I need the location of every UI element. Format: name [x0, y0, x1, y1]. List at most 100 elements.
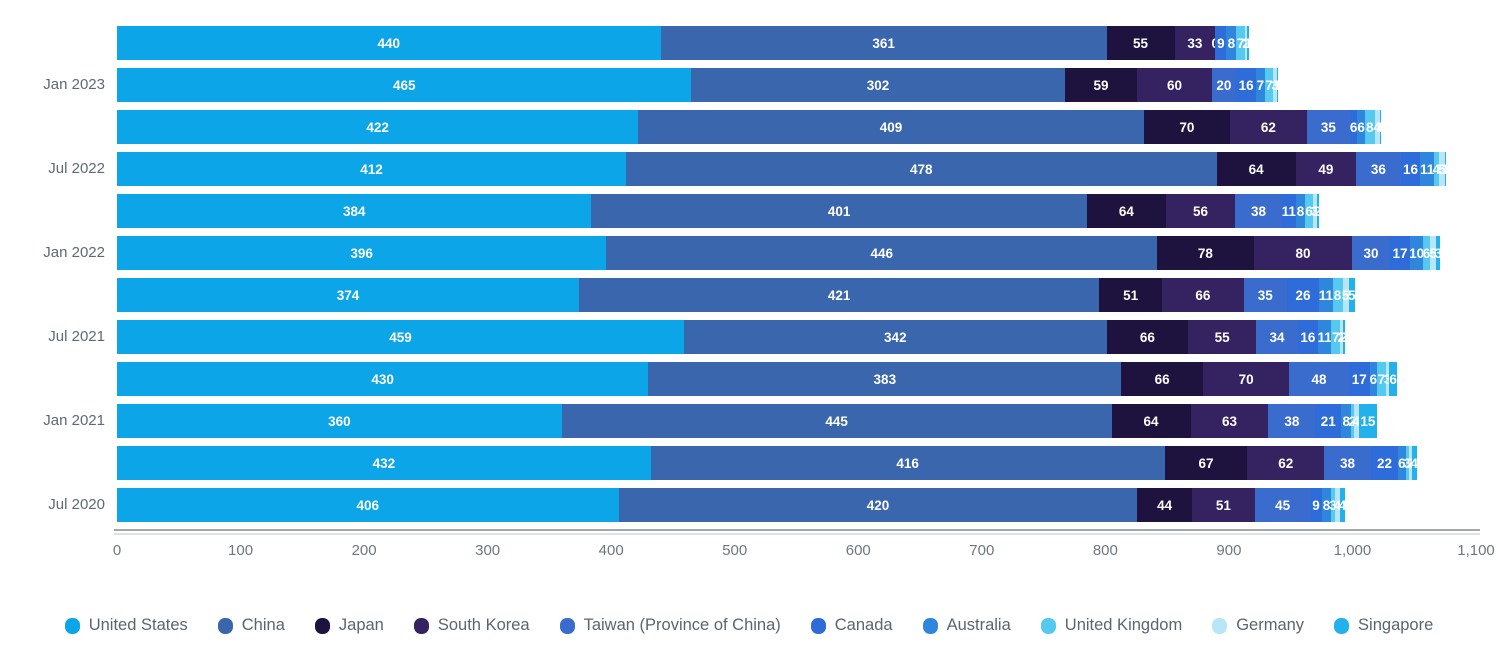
bar-segment[interactable]: 8 [1341, 404, 1352, 438]
bar-segment[interactable]: 64 [1086, 194, 1166, 228]
bar-segment[interactable]: 342 [684, 320, 1107, 354]
bar-segment[interactable]: 1 [1442, 152, 1449, 186]
bar-segment[interactable]: 465 [117, 68, 692, 102]
bar-segment[interactable]: 440 [117, 26, 661, 60]
bar-segment[interactable]: 459 [117, 320, 685, 354]
bar-segment[interactable]: 1 [1274, 68, 1281, 102]
bar-segment[interactable]: 66 [1121, 362, 1203, 396]
bar-segment[interactable]: 6 [1370, 362, 1377, 396]
bar-segment[interactable]: 66 [1106, 320, 1189, 354]
bar-segment[interactable]: 64 [1111, 404, 1191, 438]
bar-segment[interactable]: 4 [1339, 488, 1346, 522]
bar-segment[interactable]: 8 [1226, 26, 1237, 60]
bar-segment[interactable]: 9 [1215, 26, 1227, 60]
bar-segment[interactable]: 384 [117, 194, 592, 228]
bar-segment[interactable]: 11 [1282, 194, 1296, 228]
bar-segment[interactable]: 7 [1236, 26, 1245, 60]
bar-segment[interactable]: 63 [1190, 404, 1269, 438]
bar-segment[interactable]: 38 [1235, 194, 1282, 228]
legend-item[interactable]: United States [64, 616, 188, 635]
legend-item[interactable]: Taiwan (Province of China) [559, 616, 781, 635]
bar-segment[interactable]: 35 [1306, 110, 1350, 144]
bar-segment[interactable]: 62 [1247, 446, 1324, 480]
bar-segment[interactable]: 34 [1256, 320, 1299, 354]
bar-segment[interactable]: 70 [1202, 362, 1290, 396]
bar-segment[interactable]: 383 [648, 362, 1122, 396]
legend-item[interactable]: Australia [922, 616, 1011, 635]
bar-segment[interactable]: 17 [1348, 362, 1370, 396]
bar-segment[interactable]: 1 [1244, 26, 1252, 60]
bar-segment[interactable]: 6 [1350, 110, 1357, 144]
bar-segment[interactable]: 6 [1357, 110, 1365, 144]
bar-segment[interactable]: 62 [1230, 110, 1307, 144]
bar-segment[interactable]: 60 [1137, 68, 1212, 102]
bar-segment[interactable]: 59 [1064, 68, 1138, 102]
bar-segment[interactable]: 30 [1352, 236, 1390, 270]
bar-segment[interactable]: 67 [1164, 446, 1248, 480]
bar-segment[interactable]: 3 [1435, 236, 1442, 270]
bar-segment[interactable]: 432 [117, 446, 651, 480]
bar-segment[interactable]: 2 [1314, 194, 1322, 228]
bar-segment[interactable]: 78 [1157, 236, 1254, 270]
bar-segment[interactable]: 20 [1211, 68, 1237, 102]
bar-segment[interactable]: 26 [1286, 278, 1320, 312]
bar-segment[interactable]: 16 [1298, 320, 1318, 354]
bar-segment[interactable]: 4 [1410, 446, 1418, 480]
bar-segment[interactable]: 422 [117, 110, 639, 144]
legend-item[interactable]: Germany [1212, 616, 1304, 635]
bar-segment[interactable]: 8 [1364, 110, 1375, 144]
bar-segment[interactable]: 16 [1400, 152, 1421, 186]
bar-segment[interactable]: 66 [1162, 278, 1244, 312]
bar-segment[interactable]: 7 [1331, 320, 1341, 354]
bar-segment[interactable]: 11 [1317, 320, 1332, 354]
bar-segment[interactable]: 6 [1398, 446, 1406, 480]
bar-segment[interactable]: 412 [117, 152, 626, 186]
bar-segment[interactable]: 22 [1370, 446, 1399, 480]
legend-item[interactable]: Singapore [1334, 616, 1433, 635]
bar-segment[interactable]: 396 [117, 236, 607, 270]
bar-segment[interactable]: 478 [626, 152, 1217, 186]
legend-item[interactable]: Canada [810, 616, 893, 635]
bar-segment[interactable]: 11 [1420, 152, 1434, 186]
bar-segment[interactable]: 8 [1321, 488, 1332, 522]
bar-segment[interactable]: 374 [117, 278, 580, 312]
bar-segment[interactable]: 44 [1137, 488, 1192, 522]
bar-segment[interactable]: 445 [561, 404, 1112, 438]
bar-segment[interactable]: 70 [1143, 110, 1231, 144]
bar-segment[interactable]: 302 [691, 68, 1065, 102]
bar-segment[interactable]: 55 [1188, 320, 1257, 354]
bar-segment[interactable]: 36 [1356, 152, 1401, 186]
bar-segment[interactable]: 16 [1236, 68, 1257, 102]
bar-segment[interactable]: 38 [1324, 446, 1371, 480]
legend-item[interactable]: United Kingdom [1040, 616, 1182, 635]
bar-segment[interactable]: 430 [117, 362, 649, 396]
bar-segment[interactable]: 80 [1253, 236, 1353, 270]
bar-segment[interactable]: 35 [1243, 278, 1287, 312]
bar-segment[interactable]: 51 [1099, 278, 1163, 312]
bar-segment[interactable]: 5 [1348, 278, 1356, 312]
bar-segment[interactable]: 56 [1165, 194, 1236, 228]
bar-segment[interactable]: 401 [591, 194, 1087, 228]
bar-segment[interactable]: 416 [650, 446, 1165, 480]
bar-segment[interactable]: 421 [579, 278, 1100, 312]
bar-segment[interactable]: 360 [117, 404, 562, 438]
bar-segment[interactable]: 33 [1174, 26, 1216, 60]
bar-segment[interactable]: 15 [1358, 404, 1378, 438]
bar-segment[interactable]: 55 [1106, 26, 1175, 60]
legend-item[interactable]: South Korea [413, 616, 530, 635]
bar-segment[interactable]: 8 [1332, 278, 1343, 312]
bar-segment[interactable]: 10 [1409, 236, 1424, 270]
bar-segment[interactable]: 7 [1264, 68, 1274, 102]
bar-segment[interactable]: 8 [1295, 194, 1306, 228]
bar-segment[interactable]: 48 [1289, 362, 1349, 396]
bar-segment[interactable]: 361 [660, 26, 1107, 60]
bar-segment[interactable]: 38 [1268, 404, 1316, 438]
bar-segment[interactable]: 17 [1389, 236, 1411, 270]
bar-segment[interactable]: 49 [1295, 152, 1357, 186]
bar-segment[interactable]: 9 [1310, 488, 1322, 522]
bar-segment[interactable]: 45 [1254, 488, 1311, 522]
bar-segment[interactable]: 11 [1319, 278, 1333, 312]
bar-segment[interactable]: 21 [1315, 404, 1342, 438]
bar-segment[interactable]: 6 [1423, 236, 1430, 270]
bar-segment[interactable]: 2 [1340, 320, 1348, 354]
